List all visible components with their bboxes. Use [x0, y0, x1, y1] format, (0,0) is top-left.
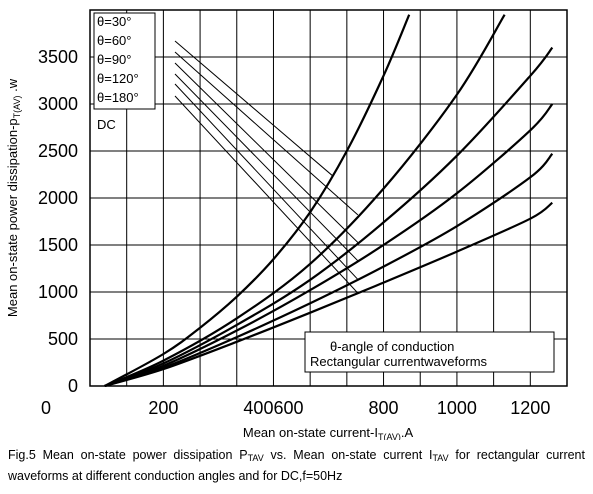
legend-pointer-5 — [174, 95, 359, 294]
y-tick-label-4: 2000 — [38, 188, 78, 208]
legend-pointer-4 — [174, 83, 359, 280]
grid-lines — [90, 10, 567, 386]
power-dissipation-chart: θ=30° θ=60° θ=90° θ=120° θ=180° DC 0 500 1000 1… — [5, 9, 568, 440]
x-tick-label-5: 1200 — [510, 398, 550, 418]
annotation-angle: θ-angle of conduction — [330, 339, 454, 354]
x-tick-label-2: 400600 — [243, 398, 303, 418]
annotation-waveforms: Rectangular currentwaveforms — [310, 354, 488, 369]
y-tick-label-1: 500 — [48, 329, 78, 349]
legend: θ=30° θ=60° θ=90° θ=120° θ=180° — [97, 14, 139, 105]
plot-frame — [89, 9, 568, 387]
legend-pointer-0 — [174, 40, 333, 176]
tick-labels: 0 500 1000 1500 2000 2500 3000 3500 0 200 400600 80… — [38, 47, 550, 418]
y-tick-label-3: 1500 — [38, 235, 78, 255]
x-axis-title: Mean on-state current-IT(AV).A — [243, 425, 414, 440]
x-tick-label-1: 200 — [148, 398, 178, 418]
y-tick-label-6: 3000 — [38, 94, 78, 114]
x-tick-label-0: 0 — [41, 398, 51, 418]
series-line-2 — [104, 46, 554, 388]
legend-pointer-lines — [174, 40, 359, 294]
series-line-4 — [104, 153, 554, 388]
legend-item-3: θ=120° — [97, 71, 139, 86]
legend-item-0: θ=30° — [97, 14, 131, 29]
legend-item-1: θ=60° — [97, 33, 131, 48]
y-tick-label-0: 0 — [68, 376, 78, 396]
y-tick-label-7: 3500 — [38, 47, 78, 67]
x-tick-label-3: 800 — [369, 398, 399, 418]
series-line-1 — [104, 14, 506, 388]
legend-item-dc: DC — [97, 117, 116, 132]
legend-pointer-3 — [174, 73, 359, 262]
legend-item-2: θ=90° — [97, 52, 131, 67]
x-tick-label-4: 1000 — [437, 398, 477, 418]
legend-item-4: θ=180° — [97, 90, 139, 105]
y-tick-label-5: 2500 — [38, 141, 78, 161]
series-lines — [104, 14, 554, 388]
series-line-5 — [104, 201, 554, 388]
annotation-box — [304, 331, 555, 373]
legend-pointer-1 — [174, 51, 359, 216]
y-tick-label-2: 1000 — [38, 282, 78, 302]
legend-pointer-2 — [174, 62, 359, 243]
legend-box — [93, 12, 156, 110]
series-line-0 — [104, 14, 411, 387]
y-axis-title: Mean on-state power dissipation-pT(AV) .… — [5, 78, 22, 317]
figure-caption: Fig.5 Mean on-state power dissipation PT… — [8, 448, 585, 483]
